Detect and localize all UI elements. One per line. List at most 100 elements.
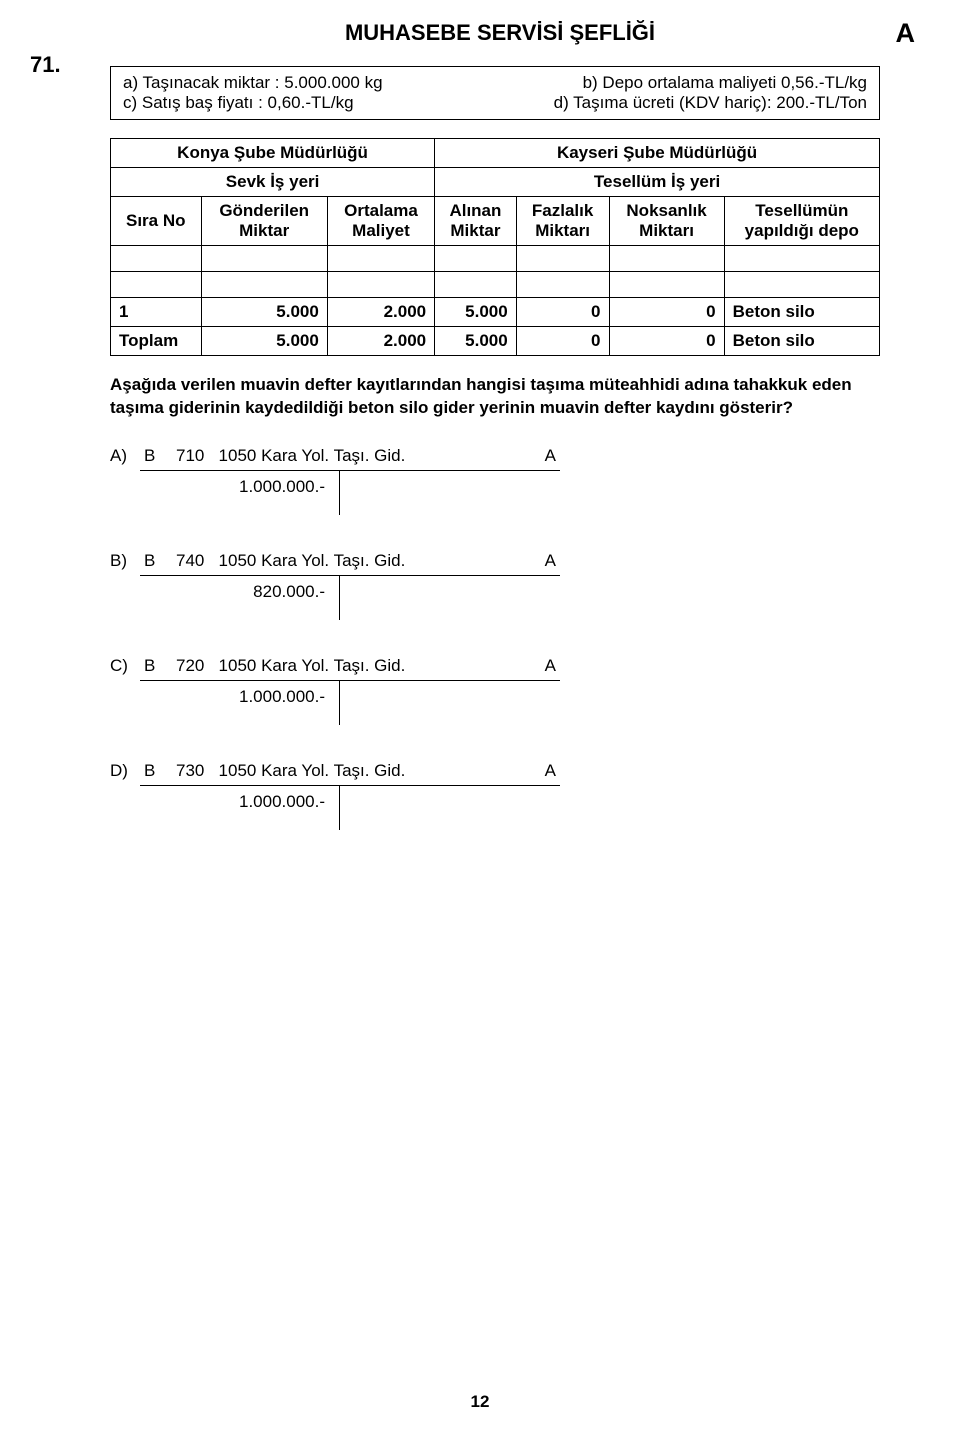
ledger-empty	[340, 786, 560, 830]
col-label: Maliyet	[352, 221, 410, 240]
ledger-empty	[340, 471, 560, 515]
table-row	[111, 272, 880, 298]
empty-cell	[111, 246, 202, 272]
ledger-amount: 1.000.000.-	[140, 786, 340, 830]
ledger-desc: 1050 Kara Yol. Taşı. Gid.	[219, 446, 406, 465]
empty-cell	[327, 246, 434, 272]
table-row	[111, 246, 880, 272]
option-b[interactable]: B) B 740 1050 Kara Yol. Taşı. Gid. A 820…	[110, 547, 880, 620]
cell: 1	[111, 298, 202, 327]
col-label: Gönderilen	[219, 201, 309, 220]
option-c[interactable]: C) B 720 1050 Kara Yol. Taşı. Gid. A 1.0…	[110, 652, 880, 725]
col-header: Gönderilen Miktar	[201, 197, 327, 246]
ledger-desc: 1050 Kara Yol. Taşı. Gid.	[219, 656, 406, 675]
ledger-description: 720 1050 Kara Yol. Taşı. Gid.	[170, 656, 530, 676]
cell: 5.000	[435, 327, 517, 356]
ledger-amount: 1.000.000.-	[140, 471, 340, 515]
ledger-left-letter: B	[140, 761, 170, 781]
cell: 5.000	[201, 327, 327, 356]
ledger-bottom: 1.000.000.-	[140, 471, 560, 515]
option-label: B)	[110, 547, 140, 571]
empty-cell	[609, 246, 724, 272]
ledger-entry: B 710 1050 Kara Yol. Taşı. Gid. A 1.000.…	[140, 442, 560, 515]
ledger-top: B 740 1050 Kara Yol. Taşı. Gid. A	[140, 547, 560, 576]
empty-cell	[724, 272, 879, 298]
ledger-right-letter: A	[530, 551, 560, 571]
ledger-left-letter: B	[140, 551, 170, 571]
table-row: 1 5.000 2.000 5.000 0 0 Beton silo	[111, 298, 880, 327]
option-label: C)	[110, 652, 140, 676]
col-label: Miktarı	[639, 221, 694, 240]
question-text: Aşağıda verilen muavin defter kayıtların…	[110, 374, 880, 420]
table-header-left: Konya Şube Müdürlüğü	[111, 139, 435, 168]
empty-cell	[435, 272, 517, 298]
ledger-code: 710	[176, 446, 204, 465]
table-row: Konya Şube Müdürlüğü Kayseri Şube Müdürl…	[111, 139, 880, 168]
ledger-top: B 720 1050 Kara Yol. Taşı. Gid. A	[140, 652, 560, 681]
col-label: Miktar	[239, 221, 289, 240]
option-d[interactable]: D) B 730 1050 Kara Yol. Taşı. Gid. A 1.0…	[110, 757, 880, 830]
cell: 0	[609, 298, 724, 327]
ledger-code: 730	[176, 761, 204, 780]
empty-cell	[724, 246, 879, 272]
page-container: MUHASEBE SERVİSİ ŞEFLİĞİ A 71. a) Taşına…	[0, 0, 960, 830]
empty-cell	[609, 272, 724, 298]
ledger-bottom: 1.000.000.-	[140, 681, 560, 725]
empty-cell	[201, 272, 327, 298]
col-header: Tesellümün yapıldığı depo	[724, 197, 879, 246]
question-number: 71.	[30, 52, 61, 78]
cell: 5.000	[435, 298, 517, 327]
option-a[interactable]: A) B 710 1050 Kara Yol. Taşı. Gid. A 1.0…	[110, 442, 880, 515]
info-row-1: a) Taşınacak miktar : 5.000.000 kg b) De…	[123, 73, 867, 93]
col-label: Tesellümün	[755, 201, 848, 220]
option-label: D)	[110, 757, 140, 781]
cell: 0	[609, 327, 724, 356]
ledger-description: 710 1050 Kara Yol. Taşı. Gid.	[170, 446, 530, 466]
options-container: A) B 710 1050 Kara Yol. Taşı. Gid. A 1.0…	[110, 442, 880, 830]
info-c: c) Satış baş fiyatı : 0,60.-TL/kg	[123, 93, 354, 113]
cell: 0	[516, 298, 609, 327]
ledger-code: 740	[176, 551, 204, 570]
ledger-left-letter: B	[140, 656, 170, 676]
col-label: Sıra No	[126, 211, 186, 230]
table-row: Sıra No Gönderilen Miktar Ortalama Maliy…	[111, 197, 880, 246]
page-number: 12	[0, 1392, 960, 1412]
info-a: a) Taşınacak miktar : 5.000.000 kg	[123, 73, 383, 93]
ledger-empty	[340, 576, 560, 620]
page-title: MUHASEBE SERVİSİ ŞEFLİĞİ	[110, 20, 890, 46]
ledger-entry: B 740 1050 Kara Yol. Taşı. Gid. A 820.00…	[140, 547, 560, 620]
table-header-right: Kayseri Şube Müdürlüğü	[435, 139, 880, 168]
ledger-right-letter: A	[530, 761, 560, 781]
cell: Toplam	[111, 327, 202, 356]
col-header: Ortalama Maliyet	[327, 197, 434, 246]
ledger-bottom: 1.000.000.-	[140, 786, 560, 830]
empty-cell	[201, 246, 327, 272]
table-row: Toplam 5.000 2.000 5.000 0 0 Beton silo	[111, 327, 880, 356]
ledger-amount: 1.000.000.-	[140, 681, 340, 725]
cell: Beton silo	[724, 298, 879, 327]
ledger-code: 720	[176, 656, 204, 675]
cell: 5.000	[201, 298, 327, 327]
ledger-desc: 1050 Kara Yol. Taşı. Gid.	[219, 761, 406, 780]
ledger-amount: 820.000.-	[140, 576, 340, 620]
col-label: Miktarı	[535, 221, 590, 240]
col-label: Ortalama	[344, 201, 418, 220]
cell: Beton silo	[724, 327, 879, 356]
cell: 2.000	[327, 298, 434, 327]
ledger-desc: 1050 Kara Yol. Taşı. Gid.	[219, 551, 406, 570]
col-header: Fazlalık Miktarı	[516, 197, 609, 246]
corner-letter: A	[896, 18, 916, 49]
col-label: yapıldığı depo	[745, 221, 859, 240]
ledger-top: B 710 1050 Kara Yol. Taşı. Gid. A	[140, 442, 560, 471]
col-header: Sıra No	[111, 197, 202, 246]
empty-cell	[516, 246, 609, 272]
empty-cell	[327, 272, 434, 298]
col-label: Alınan	[449, 201, 501, 220]
ledger-top: B 730 1050 Kara Yol. Taşı. Gid. A	[140, 757, 560, 786]
col-label: Noksanlık	[626, 201, 706, 220]
empty-cell	[516, 272, 609, 298]
col-header: Alınan Miktar	[435, 197, 517, 246]
option-label: A)	[110, 442, 140, 466]
col-label: Fazlalık	[532, 201, 593, 220]
data-table: Konya Şube Müdürlüğü Kayseri Şube Müdürl…	[110, 138, 880, 356]
